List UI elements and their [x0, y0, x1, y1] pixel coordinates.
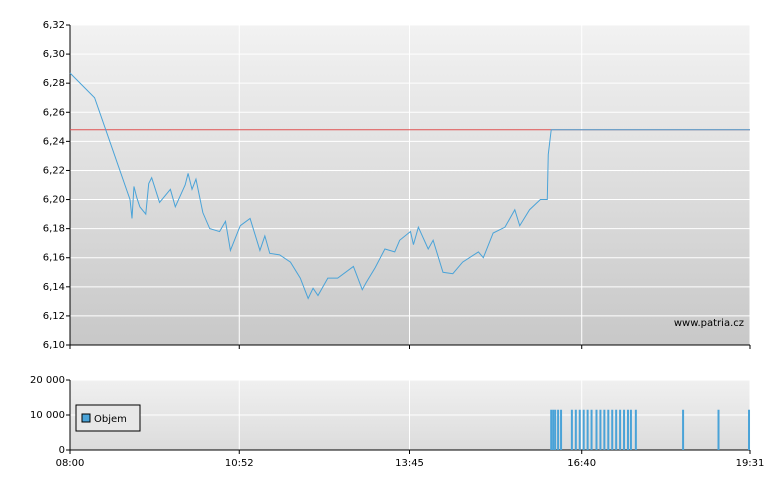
volume-bar [629, 409, 632, 450]
y-tick-label: 6,18 [43, 224, 65, 235]
volume-bar [586, 409, 589, 450]
legend-swatch [81, 413, 91, 423]
y-tick-label: 6,20 [43, 195, 65, 206]
x-tick-label: 16:40 [567, 458, 596, 469]
y-tick-label: 6,24 [43, 136, 65, 147]
y-tick-label: 6,10 [43, 340, 65, 351]
volume-bar [626, 409, 629, 450]
volume-bar [682, 409, 685, 450]
x-tick-label: 10:52 [225, 458, 254, 469]
volume-bar [557, 409, 560, 450]
y-tick-label: 0 [59, 445, 65, 456]
y-tick-label: 6,14 [43, 282, 65, 293]
volume-bar [578, 409, 581, 450]
volume-bar [634, 409, 637, 450]
y-tick-label: 6,16 [43, 253, 65, 264]
volume-bar [574, 409, 577, 450]
legend-label: Objem [94, 414, 127, 425]
volume-bar [590, 409, 593, 450]
volume-bar [560, 409, 563, 450]
y-tick-label: 6,32 [43, 20, 65, 31]
volume-bar [552, 409, 555, 450]
volume-bar [748, 409, 751, 450]
volume-bar [582, 409, 585, 450]
volume-bar [595, 409, 598, 450]
y-tick-label: 20 000 [30, 375, 65, 386]
volume-bar [623, 409, 626, 450]
x-tick-label: 08:00 [56, 458, 85, 469]
watermark: www.patria.cz [674, 318, 744, 329]
y-tick-label: 10 000 [30, 410, 65, 421]
volume-bar [607, 409, 610, 450]
y-tick-label: 6,12 [43, 311, 65, 322]
y-tick-label: 6,30 [43, 49, 65, 60]
price-line [69, 72, 750, 300]
volume-bar [550, 409, 553, 450]
y-tick-label: 6,22 [43, 165, 65, 176]
volume-bar [717, 409, 720, 450]
volume-bar [554, 409, 557, 450]
volume-bar [570, 409, 573, 450]
y-tick-label: 6,28 [43, 78, 65, 89]
x-tick-label: 19:31 [736, 458, 765, 469]
y-tick-label: 6,26 [43, 107, 65, 118]
volume-bar [599, 409, 602, 450]
x-tick-label: 13:45 [395, 458, 424, 469]
volume-bar [603, 409, 606, 450]
volume-bar [615, 409, 618, 450]
volume-bar [619, 409, 622, 450]
volume-bar [611, 409, 614, 450]
